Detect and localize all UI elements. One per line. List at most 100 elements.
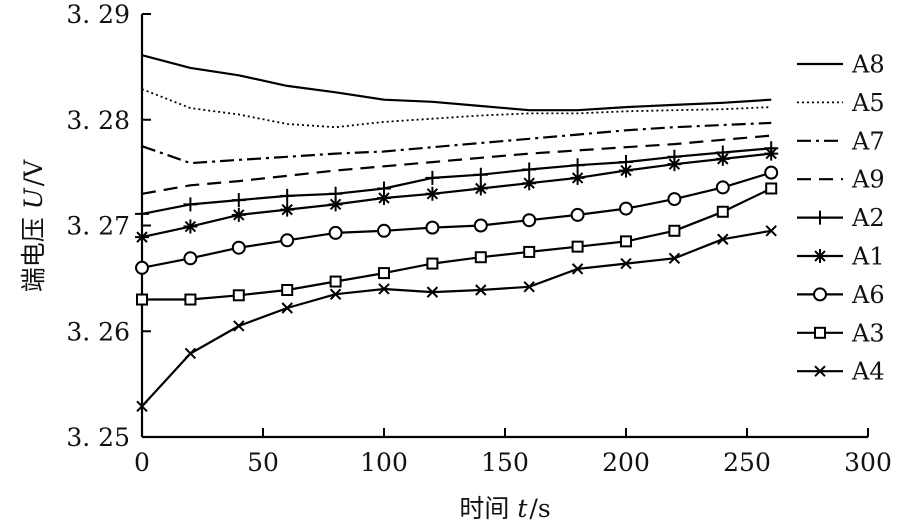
y-tick-label: 3. 29 [66,0,130,29]
x-tick-label: 50 [247,448,279,477]
data-point-a4 [281,302,293,314]
legend-marker [814,365,826,377]
legend-item-a6: A6 [797,281,885,309]
data-point-a1 [328,197,343,212]
data-point-a1 [473,181,488,196]
data-point-a2 [280,188,295,203]
data-point-a6 [522,213,537,228]
data-point-a1 [135,230,149,245]
data-point-a3 [620,235,632,248]
data-point-a3 [329,275,342,288]
data-point-a1 [377,191,391,206]
x-tick-label: 150 [481,448,529,477]
legend-item-a2: A2 [797,204,885,232]
data-point-a1 [522,176,537,191]
series-line-a1 [141,152,772,239]
y-tick-label: 3. 25 [66,423,130,452]
ticks: 3. 25 3. 26 3. 27 3. 28 3. 29 0 50 100 150 200 250… [66,0,891,477]
data-point-a4 [136,400,148,413]
data-point-a6 [183,251,198,266]
data-point-a6 [328,225,343,240]
series-a2 [135,141,779,221]
data-point-a2 [473,167,488,182]
data-point-a6 [619,201,633,216]
data-point-a6 [764,165,779,180]
x-axis-label-var: t [517,494,528,523]
legend-marker [813,210,827,225]
legend-label: A5 [851,89,885,117]
x-axis-label-prefix: 时间 [459,494,509,523]
data-point-a1 [231,207,246,222]
x-tick-label: 200 [602,448,650,477]
legend-item-a5: A5 [797,89,885,117]
series-line-a6 [141,171,772,269]
y-axis-label: 端电压 U/V [19,159,48,293]
legend-marker [813,287,827,302]
data-point-a3 [184,293,197,306]
series-a4 [136,225,777,413]
series-line-a9 [141,134,772,195]
legend-label: A1 [851,243,885,271]
data-point-a2 [135,206,149,221]
data-point-a4 [329,288,342,300]
data-point-a4 [523,281,535,293]
series-line-a7 [141,121,772,165]
data-point-a6 [425,220,440,235]
data-point-a2 [425,170,440,185]
y-axis-label-unit: /V [19,159,48,186]
legend-label: A9 [851,166,885,194]
legend-label: A6 [851,281,885,309]
x-tick-label: 250 [723,448,771,477]
data-point-a4 [717,233,729,245]
legend-label: A3 [851,319,885,347]
legend-item-a9: A9 [797,166,885,194]
data-point-a4 [571,263,584,275]
data-point-a3 [668,224,681,237]
series-line-a3 [142,187,772,301]
data-point-a1 [619,163,633,178]
legend-label: A2 [851,204,885,232]
data-point-a6 [473,218,488,233]
y-tick-label: 3. 27 [66,212,130,241]
data-point-a3 [523,245,536,258]
series-a1 [135,146,779,245]
data-point-a1 [764,146,779,161]
data-point-a1 [667,157,682,172]
legend: A8 A5 A7 A9 A2 A1 A6 A3 A4 [797,51,885,386]
data-point-a2 [570,158,585,173]
data-point-a3 [765,182,778,195]
data-point-a4 [765,225,777,237]
data-point-a3 [281,284,294,297]
x-tick-label: 0 [134,448,150,477]
data-point-a4 [620,257,632,270]
legend-item-a4: A4 [797,358,885,386]
x-axis-label: 时间 t/s [459,494,550,523]
series-line-a4 [141,229,772,408]
data-point-a2 [183,197,198,212]
data-point-a3 [232,289,245,302]
data-point-a2 [522,162,537,177]
data-point-a2 [231,193,246,208]
x-tick-label: 300 [844,448,892,477]
data-point-a4 [233,320,245,332]
legend-label: A7 [851,127,885,155]
data-point-a3 [716,205,729,218]
series-a3 [136,182,778,306]
series-a8 [141,54,772,112]
data-point-a1 [425,186,440,201]
series-line-a2 [141,147,772,215]
data-point-a4 [668,252,681,264]
series-a6 [135,165,779,275]
series-a5 [141,88,772,129]
data-point-a3 [378,267,390,280]
data-point-a6 [667,192,682,207]
y-axis-label-prefix: 端电压 [19,217,48,292]
x-tick-label: 100 [360,448,408,477]
y-tick-label: 3. 26 [66,317,130,346]
data-point-a6 [135,260,149,275]
data-point-a1 [715,151,730,166]
legend-label: A8 [851,51,885,79]
data-point-a1 [183,219,198,234]
series-line-a5 [141,88,772,129]
series-a7 [141,121,772,165]
